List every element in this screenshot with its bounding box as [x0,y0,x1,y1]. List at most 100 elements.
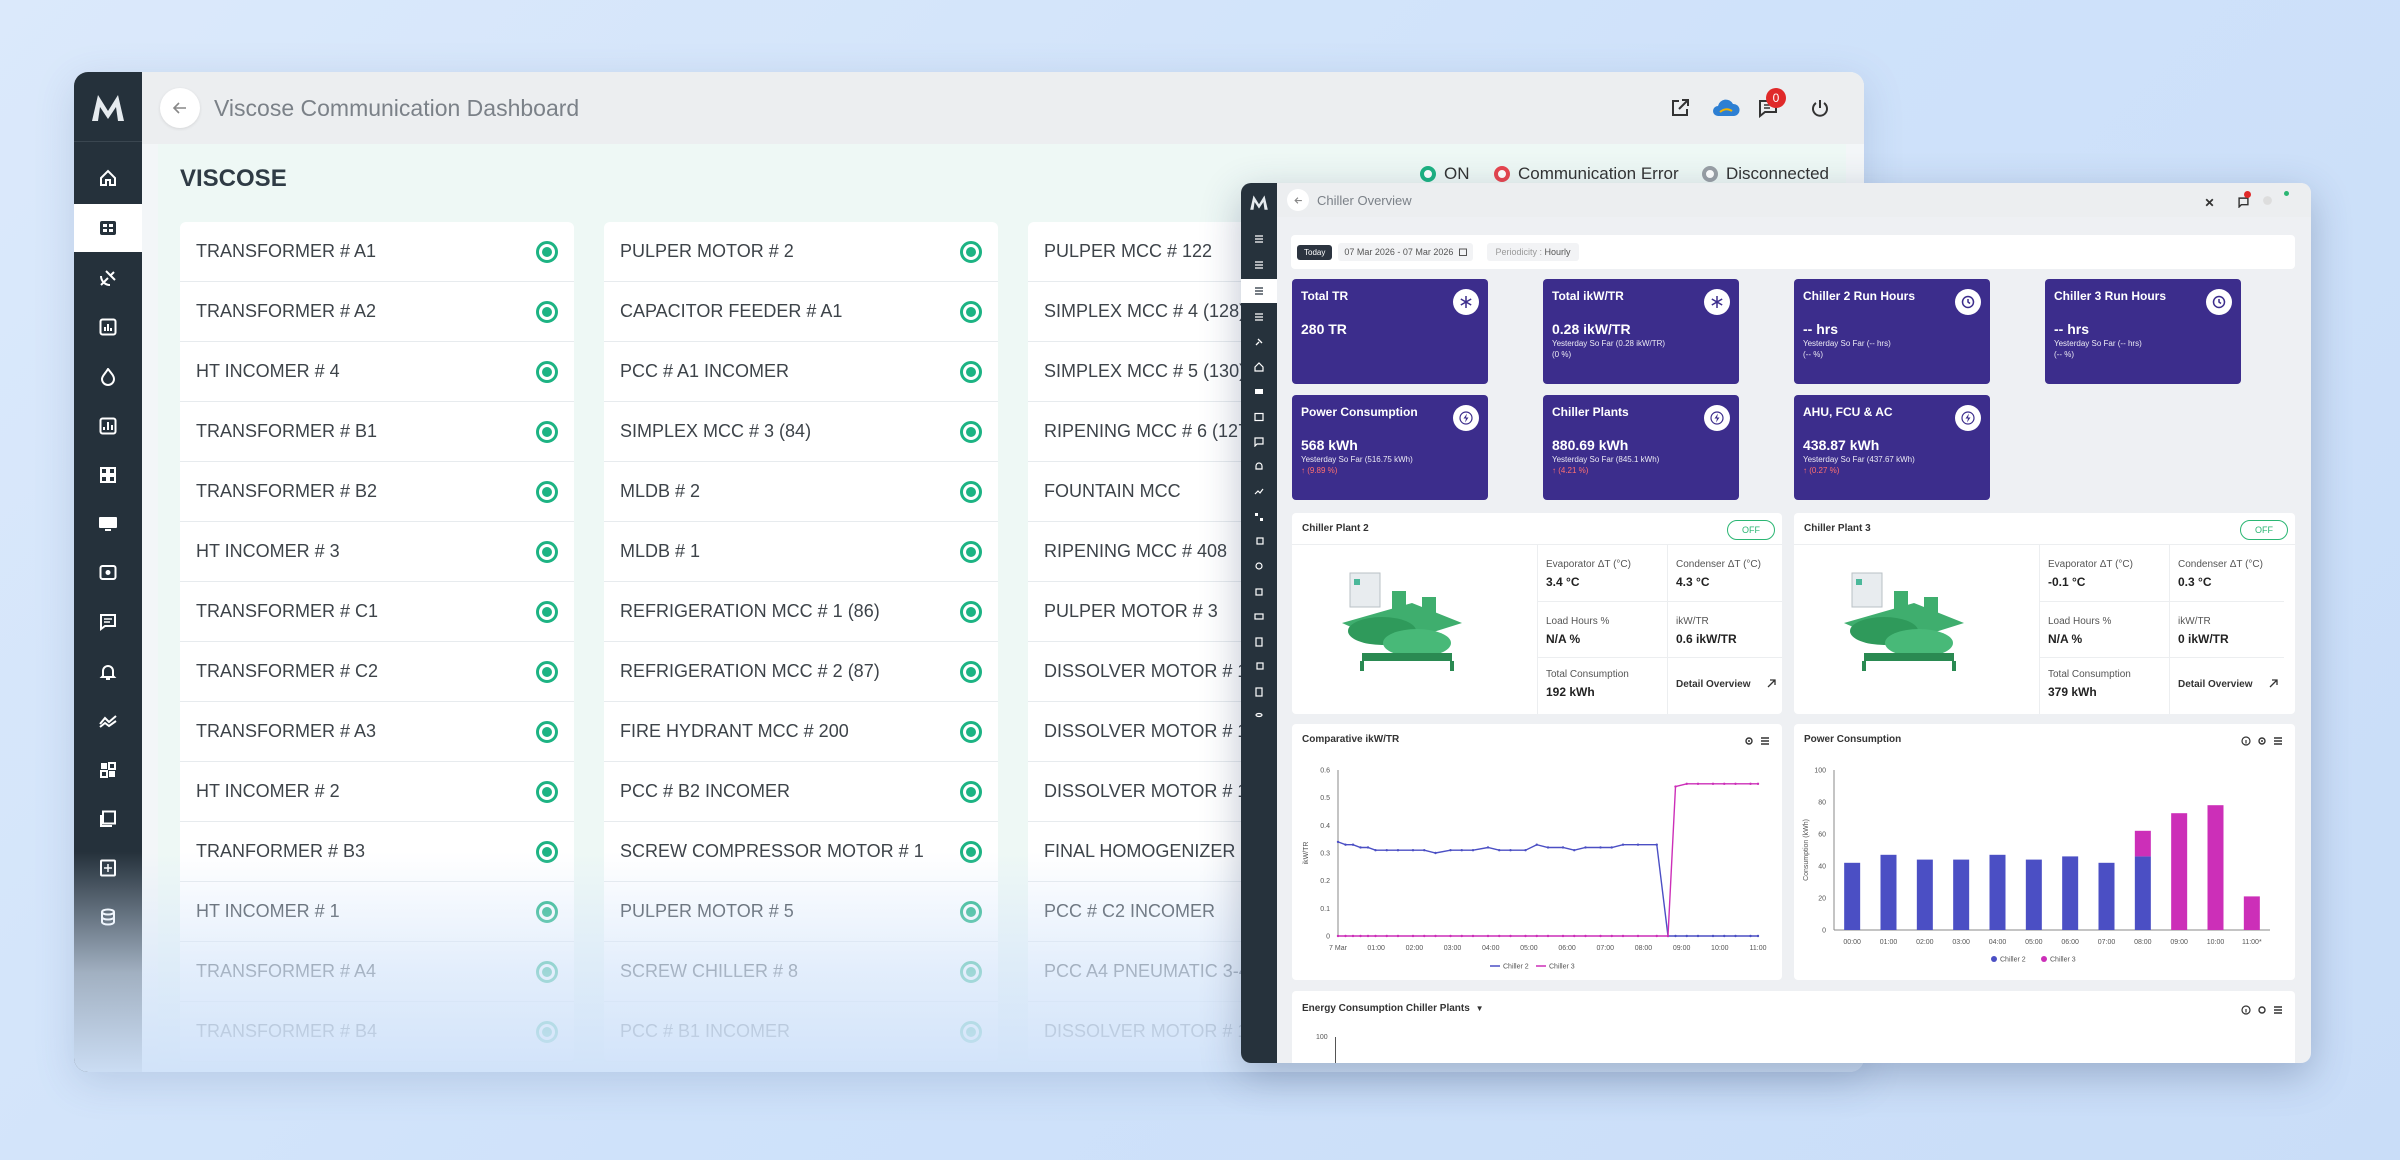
device-row[interactable]: PULPER MOTOR # 2 [604,222,998,282]
analytics-icon[interactable] [74,402,142,450]
pages-icon[interactable] [1241,580,1277,604]
pages-icon[interactable] [1241,530,1277,554]
dashboard-icon[interactable] [74,204,142,252]
power-icon[interactable] [1810,98,1830,123]
device-row[interactable]: TRANFORMER # B3 [180,822,574,882]
status-on-icon [536,420,558,443]
kpi-title: Total TR [1301,289,1349,303]
settings-icon[interactable] [2204,195,2215,213]
info-icon[interactable] [2241,1002,2251,1020]
device-row[interactable]: REFRIGERATION MCC # 2 (87) [604,642,998,702]
chart-menu-icon[interactable] [2273,1002,2283,1020]
message-icon[interactable] [74,598,142,646]
date-range-picker[interactable]: 07 Mar 2026 - 07 Mar 2026 [1338,243,1474,261]
database-icon[interactable] [1241,705,1277,729]
status-on-icon [960,780,982,803]
kpi-yesterday: Yesterday So Far (437.67 kWh) [1803,455,1915,464]
y-tick-label: 40 [1818,864,1826,871]
bell-icon[interactable] [1241,455,1277,479]
device-row[interactable]: HT INCOMER # 4 [180,342,574,402]
copy-icon[interactable] [1241,655,1277,679]
grid-icon[interactable] [1241,505,1277,529]
link-label: Detail Overview [2178,679,2253,690]
back-button[interactable] [1287,189,1309,211]
pages-icon[interactable] [74,795,142,843]
device-row[interactable]: PCC # B2 INCOMER [604,762,998,822]
device-row[interactable]: TRANSFORMER # A3 [180,702,574,762]
list-icon[interactable] [1241,305,1277,329]
location-icon[interactable] [1241,555,1277,579]
trend-icon[interactable] [74,697,142,745]
satellite-icon[interactable] [74,254,142,302]
device-row[interactable]: CAPACITOR FEEDER # A1 [604,282,998,342]
energy-title-dropdown[interactable]: Energy Consumption Chiller Plants ▼ [1302,1003,1484,1014]
device-row[interactable]: TRANSFORMER # B1 [180,402,574,462]
chart-menu-icon[interactable] [1760,733,1770,751]
device-row[interactable]: HT INCOMER # 1 [180,882,574,942]
device-row[interactable]: FIRE HYDRANT MCC # 200 [604,702,998,762]
device-row[interactable]: PULPER MOTOR # 5 [604,882,998,942]
device-row[interactable]: TRANSFORMER # C2 [180,642,574,702]
device-row[interactable]: SCREW COMPRESSOR MOTOR # 1 [604,822,998,882]
device-row[interactable]: TRANSFORMER # A2 [180,282,574,342]
open-external-icon[interactable] [1670,98,1690,123]
bell-icon[interactable] [74,648,142,696]
status-toggle[interactable]: OFF [1727,520,1775,540]
cloud-sync-icon[interactable] [1712,98,1740,123]
calculator-icon[interactable] [74,844,142,892]
device-row[interactable]: HT INCOMER # 3 [180,522,574,582]
device-row[interactable]: TRANSFORMER # C1 [180,582,574,642]
menu-icon[interactable] [1241,227,1277,251]
screen-settings-icon[interactable] [1241,405,1277,429]
device-row[interactable]: PCC # A1 INCOMER [604,342,998,402]
document-icon[interactable] [1241,630,1277,654]
device-row[interactable]: TRANSFORMER # A1 [180,222,574,282]
device-row[interactable]: PCC # B1 INCOMER [604,1002,998,1062]
flame-icon[interactable] [74,353,142,401]
user-icon[interactable] [2262,193,2273,211]
grid-icon[interactable] [74,746,142,794]
chart-settings-icon[interactable] [2257,1002,2267,1020]
device-row[interactable]: SIMPLEX MCC # 3 (84) [604,402,998,462]
calculator-icon[interactable] [1241,680,1277,704]
detail-overview-link[interactable]: Detail Overview [1676,679,1776,690]
monitor-icon[interactable] [74,500,142,548]
bar-report-icon[interactable] [74,303,142,351]
periodicity-select[interactable]: Periodicity : Hourly [1487,243,1579,261]
chart-menu-icon[interactable] [2273,733,2283,751]
menu-icon[interactable] [1241,253,1277,277]
status-on-icon [960,1020,982,1043]
trend-icon[interactable] [1241,480,1277,504]
device-row[interactable]: MLDB # 2 [604,462,998,522]
chart-settings-icon[interactable] [2257,733,2267,751]
device-row[interactable]: REFRIGERATION MCC # 1 (86) [604,582,998,642]
info-icon[interactable] [2241,733,2251,751]
device-row[interactable]: TRANSFORMER # A4 [180,942,574,1002]
back-button[interactable] [160,88,200,128]
device-row[interactable]: TRANSFORMER # B4 [180,1002,574,1062]
device-row[interactable]: SCREW CHILLER # 8 [604,942,998,1002]
database-icon[interactable] [74,893,142,941]
device-row[interactable]: MLDB # 1 [604,522,998,582]
device-name: SIMPLEX MCC # 5 (130) [1044,361,1246,381]
monitor-icon[interactable] [1241,605,1277,629]
y-tick-label: 80 [1818,800,1826,807]
home-icon[interactable] [1241,355,1277,379]
today-chip[interactable]: Today [1297,244,1333,260]
device-row[interactable]: TRANSFORMER # B2 [180,462,574,522]
chart-settings-icon[interactable] [1744,733,1754,751]
monitor-icon[interactable] [1241,380,1277,404]
widgets-icon[interactable] [74,451,142,499]
screen-settings-icon[interactable] [74,549,142,597]
chat-icon[interactable] [2238,195,2249,213]
x-tick-label: 02:00 [1916,939,1934,946]
status-toggle[interactable]: OFF [2240,520,2288,540]
data-point [1666,934,1670,938]
detail-overview-link[interactable]: Detail Overview [2178,679,2278,690]
status-on-icon [536,780,558,803]
menu-icon[interactable] [1241,279,1277,303]
home-icon[interactable] [74,154,142,202]
message-icon[interactable] [1241,430,1277,454]
device-row[interactable]: HT INCOMER # 2 [180,762,574,822]
satellite-icon[interactable] [1241,330,1277,354]
